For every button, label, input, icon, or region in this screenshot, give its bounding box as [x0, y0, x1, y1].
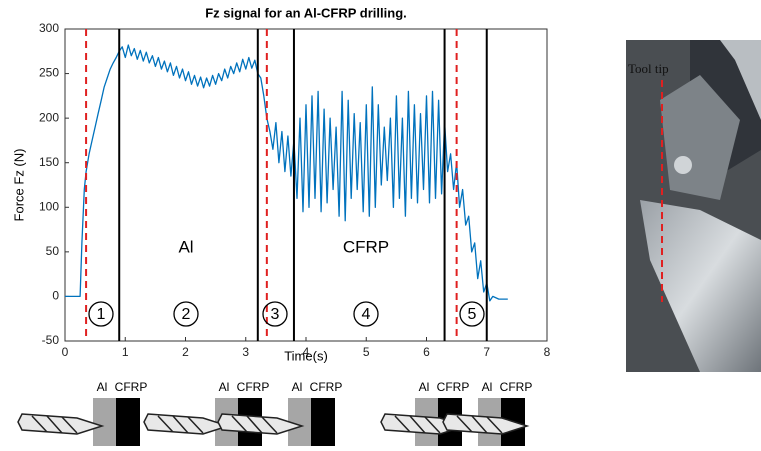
al-layer — [288, 398, 311, 446]
x-tick-label: 3 — [242, 345, 249, 359]
drill-diagram: Al CFRP — [380, 380, 470, 446]
drill-flute — [231, 415, 278, 434]
region-number: 2 — [182, 306, 191, 323]
region-circle — [459, 301, 485, 327]
y-tick-label: 200 — [39, 110, 59, 124]
drill-icon — [143, 413, 231, 435]
drill-flute — [157, 415, 204, 434]
x-tick-label: 7 — [483, 345, 490, 359]
x-tick-label: 2 — [182, 345, 189, 359]
drill-diagram: Al CFRP — [17, 380, 148, 446]
drill-flute — [394, 415, 441, 434]
plot-frame — [64, 28, 548, 342]
chart-title: Fz signal for an Al-CFRP drilling. — [205, 5, 407, 20]
region-number: 4 — [362, 306, 371, 323]
drill-flute — [456, 415, 503, 434]
y-tick-label: 50 — [46, 244, 60, 258]
region-circle — [88, 301, 114, 327]
x-tick-label: 8 — [544, 345, 551, 359]
x-tick-label: 5 — [363, 345, 370, 359]
layer-label: CFRP — [437, 380, 470, 394]
layer-label: CFRP — [310, 380, 343, 394]
layer-label: Al — [419, 380, 430, 394]
drill-icon — [442, 413, 530, 435]
region-circle — [173, 301, 199, 327]
layer-label: CFRP — [237, 380, 270, 394]
drill-icon — [380, 413, 468, 435]
drill-icon — [17, 413, 105, 435]
y-tick-label: -50 — [42, 333, 60, 347]
material-label: Al — [178, 237, 193, 256]
y-tick-label: 100 — [39, 199, 59, 213]
region-number: 1 — [97, 306, 106, 323]
region-number: 3 — [271, 306, 280, 323]
y-axis-label: Force Fz (N) — [11, 149, 26, 222]
layer-label: Al — [97, 380, 108, 394]
drill-flute — [31, 415, 78, 434]
al-layer — [93, 398, 116, 446]
layer-label: CFRP — [115, 380, 148, 394]
photo-label: Tool tip — [628, 61, 669, 76]
layer-label: CFRP — [500, 380, 533, 394]
cfrp-layer — [311, 398, 335, 446]
y-tick-label: 300 — [39, 21, 59, 35]
x-tick-label: 4 — [303, 345, 310, 359]
material-label: CFRP — [343, 237, 389, 256]
drill-diagram: Al CFRP — [143, 380, 270, 446]
tool-photo: Tool tip — [626, 40, 761, 372]
y-tick-label: 250 — [39, 66, 59, 80]
signal-line — [65, 44, 508, 302]
x-tick-label: 1 — [122, 345, 129, 359]
layer-label: Al — [292, 380, 303, 394]
x-tick-label: 0 — [62, 345, 69, 359]
x-tick-label: 6 — [423, 345, 430, 359]
y-tick-label: 0 — [52, 289, 59, 303]
region-number: 5 — [468, 306, 477, 323]
drill-diagram: Al CFRP — [217, 380, 343, 446]
drill-icon — [217, 413, 305, 435]
x-axis-label: Time(s) — [284, 348, 328, 363]
y-tick-label: 150 — [39, 155, 59, 169]
cfrp-layer — [116, 398, 140, 446]
drill-diagram: Al CFRP — [442, 380, 533, 446]
region-circle — [262, 301, 288, 327]
layer-label: Al — [482, 380, 493, 394]
layer-label: Al — [219, 380, 230, 394]
region-circle — [353, 301, 379, 327]
